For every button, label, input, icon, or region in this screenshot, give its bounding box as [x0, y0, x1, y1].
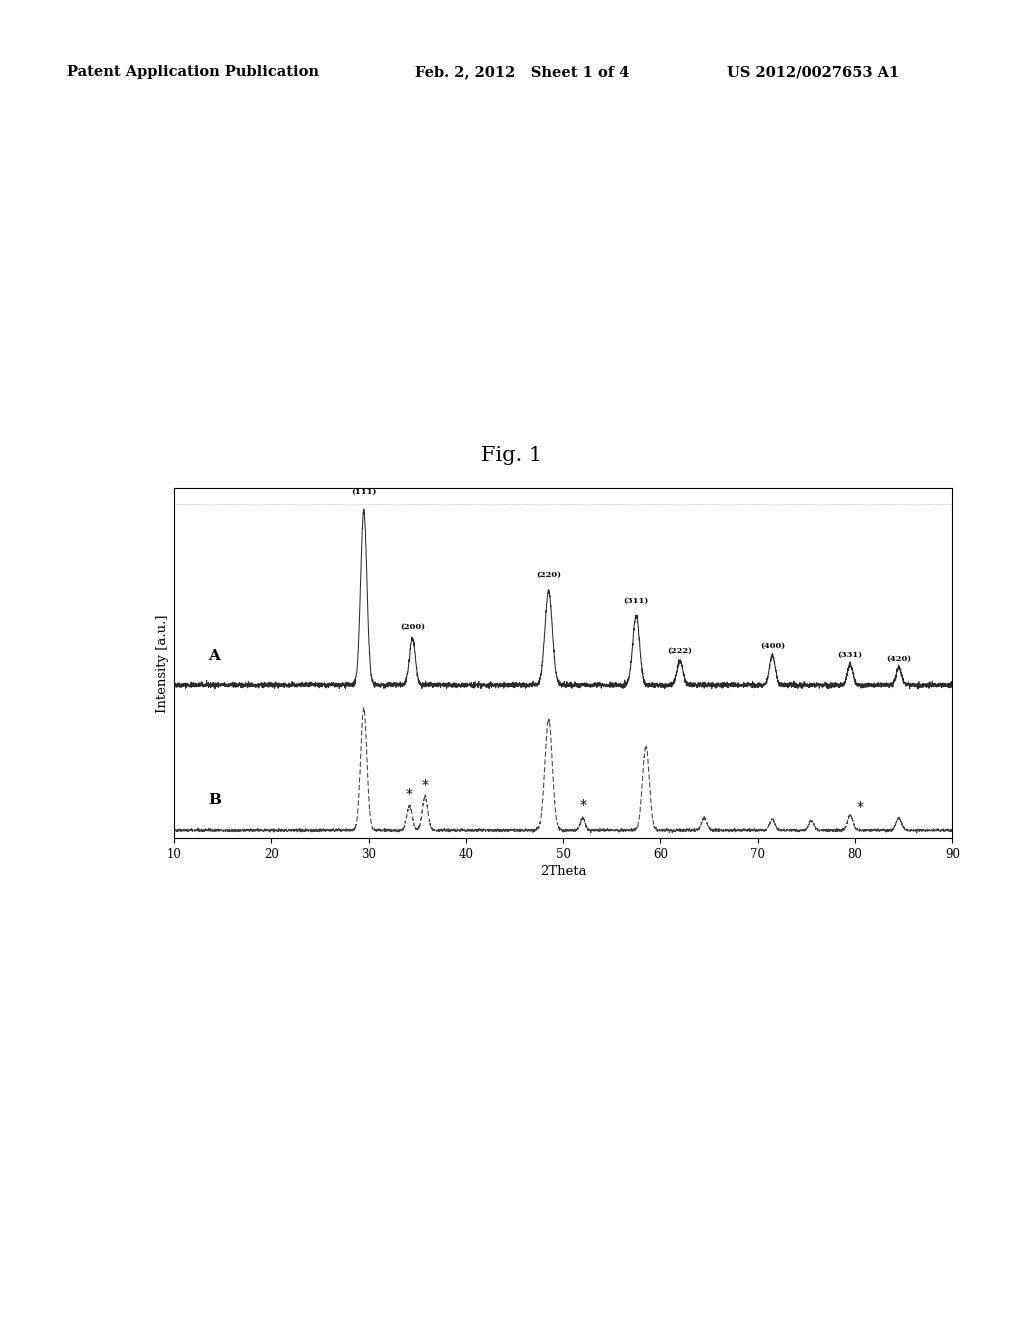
X-axis label: 2Theta: 2Theta	[540, 865, 587, 878]
Text: A: A	[208, 649, 220, 664]
Text: Feb. 2, 2012   Sheet 1 of 4: Feb. 2, 2012 Sheet 1 of 4	[415, 65, 629, 79]
Text: (420): (420)	[886, 655, 911, 663]
Y-axis label: Intensity [a.u.]: Intensity [a.u.]	[156, 614, 169, 713]
Text: (400): (400)	[760, 642, 785, 649]
Text: (220): (220)	[537, 572, 561, 579]
Text: (311): (311)	[624, 597, 649, 605]
Text: *: *	[856, 800, 863, 814]
Text: (111): (111)	[351, 487, 377, 495]
Text: *: *	[406, 787, 413, 801]
Text: Fig. 1: Fig. 1	[481, 446, 543, 465]
Text: *: *	[422, 777, 429, 792]
Text: US 2012/0027653 A1: US 2012/0027653 A1	[727, 65, 899, 79]
Text: Patent Application Publication: Patent Application Publication	[67, 65, 318, 79]
Text: B: B	[208, 793, 221, 808]
Text: (331): (331)	[838, 651, 863, 659]
Text: (222): (222)	[668, 647, 692, 655]
Text: *: *	[580, 797, 586, 812]
Text: (200): (200)	[400, 623, 425, 631]
